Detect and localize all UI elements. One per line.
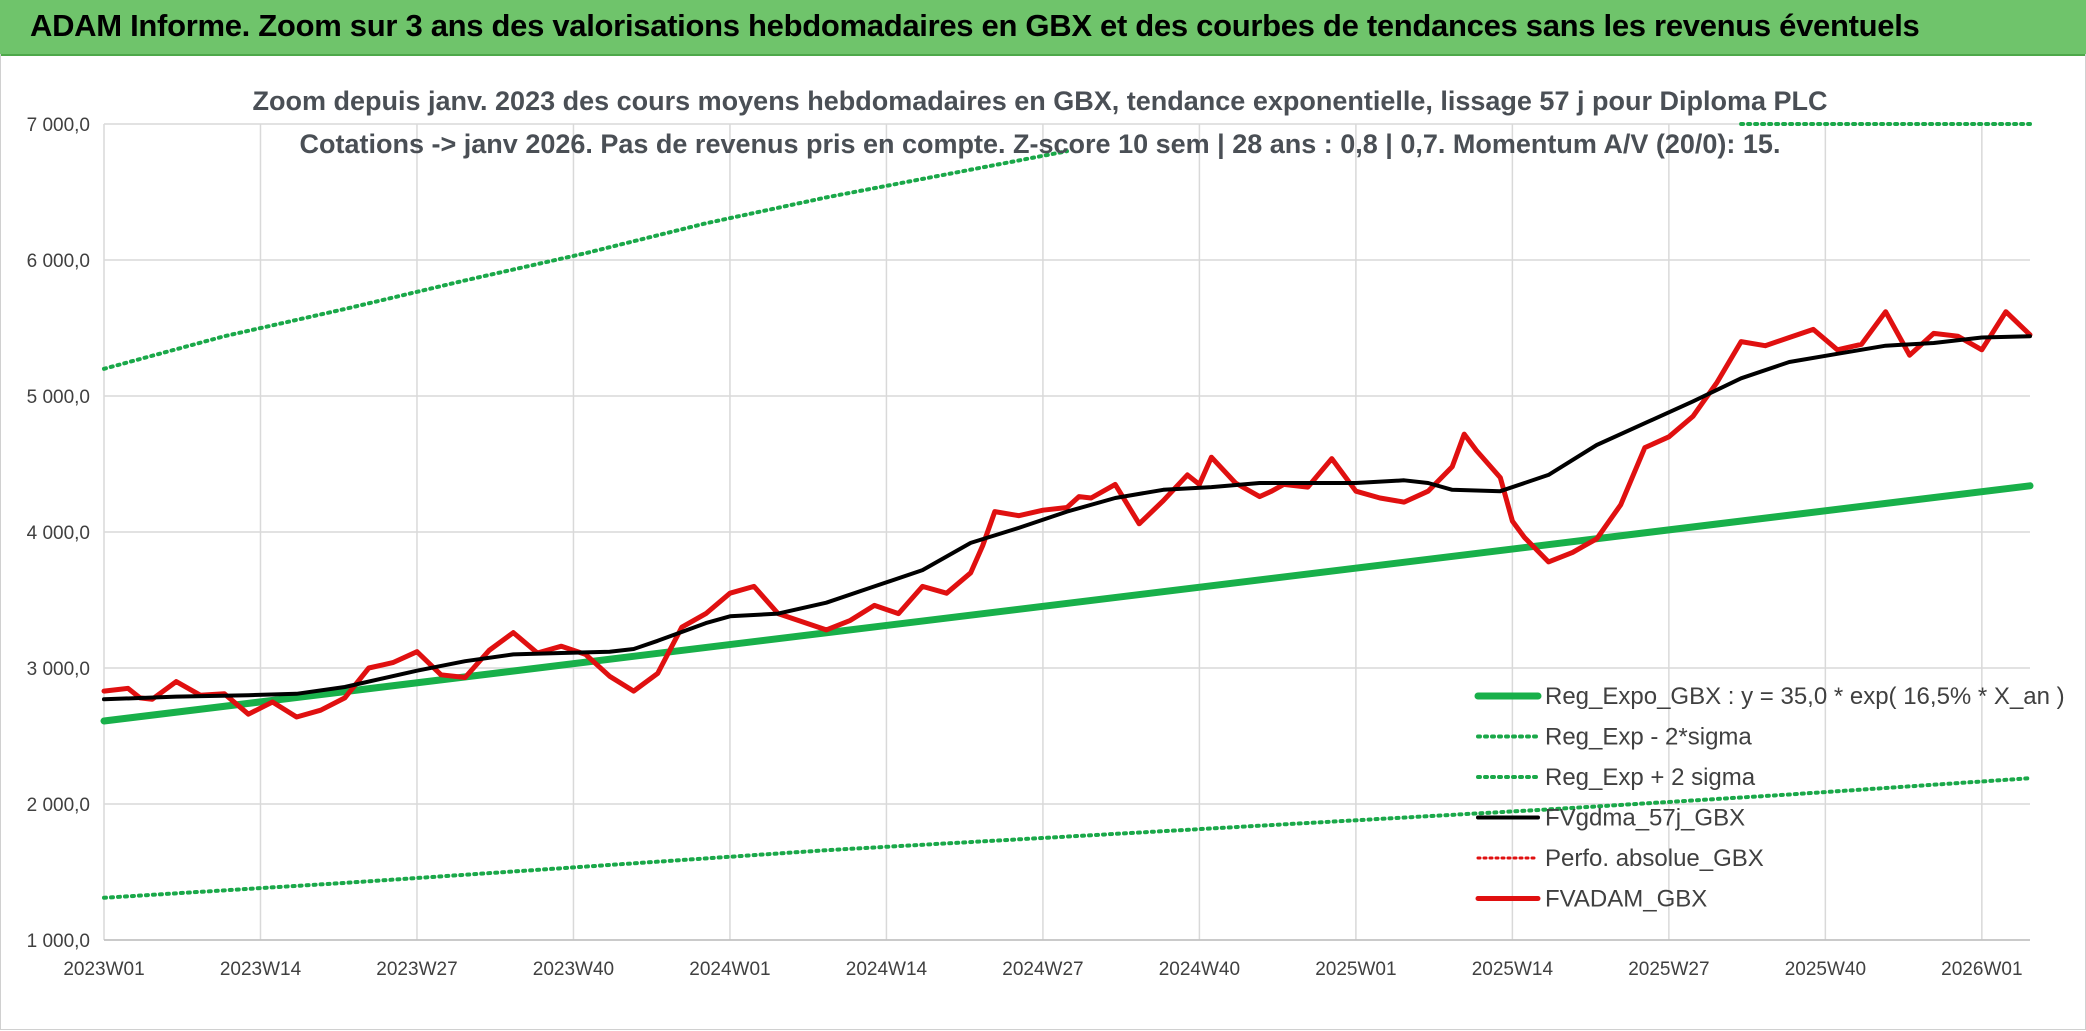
y-tick-label: 3 000,0	[27, 659, 90, 680]
x-tick-label: 2023W14	[220, 959, 302, 980]
series-fvgdma	[102, 334, 2032, 702]
x-tick-label: 2025W27	[1628, 959, 1709, 980]
x-axis: 2023W01 2023W14 2023W27 2023W40 2024W01 2024W…	[63, 939, 2030, 980]
title-banner: ADAM Informe. Zoom sur 3 ans des valoris…	[0, 0, 2086, 56]
y-tick-label: 6 000,0	[27, 251, 90, 272]
x-tick-label: 2024W40	[1159, 959, 1240, 980]
x-tick-label: 2024W01	[689, 959, 770, 980]
chart-title: Zoom depuis janv. 2023 des cours moyens …	[253, 86, 1828, 116]
series-fvadam	[101, 309, 2033, 720]
report-title: ADAM Informe. Zoom sur 3 ans des valoris…	[30, 8, 1920, 43]
y-axis: 1 000,0 2 000,0 3 000,0 4 000,0 5 000,0 6 000…	[27, 115, 90, 952]
x-tick-label: 2024W14	[846, 959, 928, 980]
legend: Reg_Expo_GBX : y = 35,0 * exp( 16,5% * X…	[1474, 683, 2065, 913]
legend-perfo-label: Perfo. absolue_GBX	[1545, 845, 1764, 872]
x-tick-label: 2023W40	[533, 959, 614, 980]
y-tick-label: 1 000,0	[27, 931, 90, 952]
series-layer	[100, 122, 2034, 900]
x-tick-label: 2026W01	[1941, 959, 2022, 980]
legend-fvgdma-label: FVgdma_57j_GBX	[1545, 805, 1745, 832]
series-reg-exp-plus-2sigma	[102, 149, 1069, 371]
y-tick-label: 4 000,0	[27, 523, 90, 544]
series-reg-expo	[100, 482, 2034, 725]
x-tick-label: 2023W27	[376, 959, 457, 980]
y-tick-label: 7 000,0	[27, 115, 90, 136]
series-reg-exp-minus-2sigma	[102, 776, 2032, 900]
grid-lines	[103, 123, 2030, 941]
legend-reg-exp-minus-label: Reg_Exp - 2*sigma	[1545, 724, 1752, 751]
y-tick-label: 5 000,0	[27, 387, 90, 408]
x-tick-label: 2025W40	[1785, 959, 1866, 980]
y-tick-label: 2 000,0	[27, 795, 90, 816]
legend-fvadam-label: FVADAM_GBX	[1545, 886, 1707, 913]
x-tick-label: 2024W27	[1002, 959, 1083, 980]
x-tick-label: 2023W01	[63, 959, 144, 980]
chart-subtitle: Cotations -> janv 2026. Pas de revenus p…	[300, 129, 1781, 159]
x-tick-label: 2025W01	[1315, 959, 1396, 980]
legend-reg-exp-plus-label: Reg_Exp + 2 sigma	[1545, 764, 1756, 791]
x-tick-label: 2025W14	[1472, 959, 1554, 980]
legend-reg-expo-label: Reg_Expo_GBX : y = 35,0 * exp( 16,5% * X…	[1545, 683, 2065, 710]
